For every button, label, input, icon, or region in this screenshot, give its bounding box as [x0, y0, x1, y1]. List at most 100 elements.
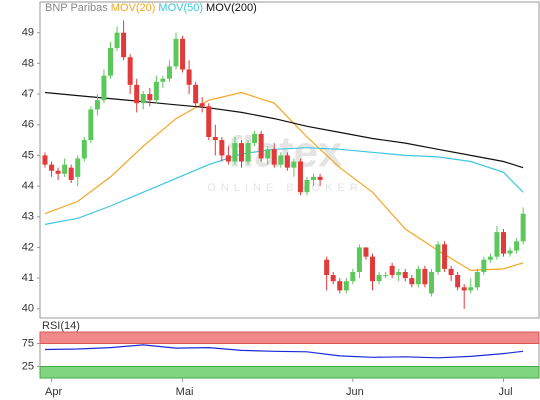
candle-body: [193, 84, 199, 104]
x-tick-label: Jul: [498, 386, 512, 398]
candle-body: [317, 176, 323, 180]
candle-body: [265, 149, 271, 159]
y-tick-label: 49: [22, 27, 34, 39]
candle-body: [428, 271, 434, 294]
y-tick-label: 43: [22, 211, 34, 223]
y-tick-label: 75: [22, 337, 34, 349]
candle-body: [514, 241, 520, 251]
candle-body: [370, 256, 375, 282]
candle-body: [219, 140, 225, 156]
line-series: [44, 91, 524, 169]
candle-body: [311, 176, 317, 180]
candle-body: [239, 143, 244, 162]
candle-body: [461, 287, 467, 291]
y-tick-label: 46: [22, 119, 34, 131]
line-series: [44, 147, 524, 225]
candle-body: [114, 32, 120, 49]
candle-body: [199, 103, 205, 107]
candle-body: [153, 81, 159, 101]
candle-body: [94, 100, 100, 110]
candle-body: [330, 275, 336, 282]
candle-body: [258, 133, 264, 159]
candle-body: [134, 84, 140, 104]
candle-body: [127, 57, 133, 85]
candle-body: [487, 256, 493, 260]
candle-body: [147, 94, 153, 101]
watermark: flatex: [228, 128, 343, 177]
y-tick-label: 48: [22, 57, 34, 69]
candle-body: [245, 143, 251, 162]
legend-entry: MOV(200): [206, 2, 257, 14]
y-tick-label: 25: [22, 360, 34, 372]
candle-body: [435, 244, 441, 272]
candle-body: [402, 271, 408, 279]
rsi-high-band: [39, 331, 540, 344]
candle-body: [501, 232, 506, 254]
line-series: [44, 344, 524, 359]
rsi-title: RSI(14): [42, 320, 80, 332]
candle-body: [376, 275, 382, 282]
candle-body: [49, 164, 55, 171]
candle-body: [520, 213, 526, 242]
candle-body: [415, 268, 421, 285]
candle-body: [343, 281, 349, 291]
candle-body: [75, 158, 81, 177]
candle-body: [383, 275, 389, 277]
legend-entry: BNP Paribas: [45, 2, 108, 14]
candle-body: [363, 247, 369, 257]
candle-body: [297, 161, 303, 193]
legend-entry: MOV(20): [111, 2, 156, 14]
candle-body: [337, 281, 343, 291]
candle-body: [448, 268, 454, 276]
candle-body: [212, 136, 218, 141]
candle-body: [442, 244, 448, 269]
candle-body: [474, 271, 480, 288]
candle-body: [291, 161, 297, 168]
candle-body: [55, 170, 61, 174]
candle-body: [166, 66, 172, 79]
candle-body: [422, 268, 428, 285]
x-tick-label: Jun: [346, 386, 364, 398]
candle-body: [324, 259, 330, 276]
candle-body: [350, 271, 356, 282]
candle-body: [304, 179, 310, 193]
candle-body: [88, 109, 94, 141]
y-tick-label: 41: [22, 272, 34, 284]
candle-body: [121, 32, 127, 58]
legend: BNP Paribas MOV(20) MOV(50) MOV(200): [45, 2, 257, 14]
candle-body: [252, 133, 258, 144]
candle-body: [108, 48, 113, 76]
candle-body: [389, 265, 395, 276]
candle-body: [356, 247, 362, 272]
candle-body: [160, 78, 166, 82]
candle-body: [42, 155, 48, 165]
legend-entry: MOV(50): [158, 2, 203, 14]
candle-body: [62, 164, 68, 174]
candle-body: [186, 69, 192, 85]
y-tick-label: 45: [22, 149, 34, 161]
candle-body: [271, 149, 277, 165]
watermark: ONLINE BROKER: [207, 182, 362, 194]
candle-body: [140, 94, 146, 104]
candle-body: [396, 271, 402, 276]
candle-body: [232, 143, 238, 162]
candle-body: [81, 140, 87, 159]
candle-body: [68, 167, 74, 180]
x-tick-label: Mai: [176, 386, 194, 398]
candle-body: [101, 75, 107, 101]
candle-body: [278, 155, 284, 165]
candle-body: [225, 155, 231, 162]
candle-body: [455, 275, 461, 288]
y-tick-label: 40: [22, 303, 34, 315]
y-tick-label: 42: [22, 241, 34, 253]
candle-body: [206, 106, 212, 137]
rsi-low-band: [39, 366, 540, 379]
candle-body: [468, 287, 474, 291]
candle-body: [507, 250, 513, 254]
line-series: [44, 91, 524, 272]
candle-body: [481, 259, 487, 272]
candle-body: [284, 155, 290, 168]
candle-body: [173, 38, 179, 67]
candle-body: [180, 38, 186, 70]
